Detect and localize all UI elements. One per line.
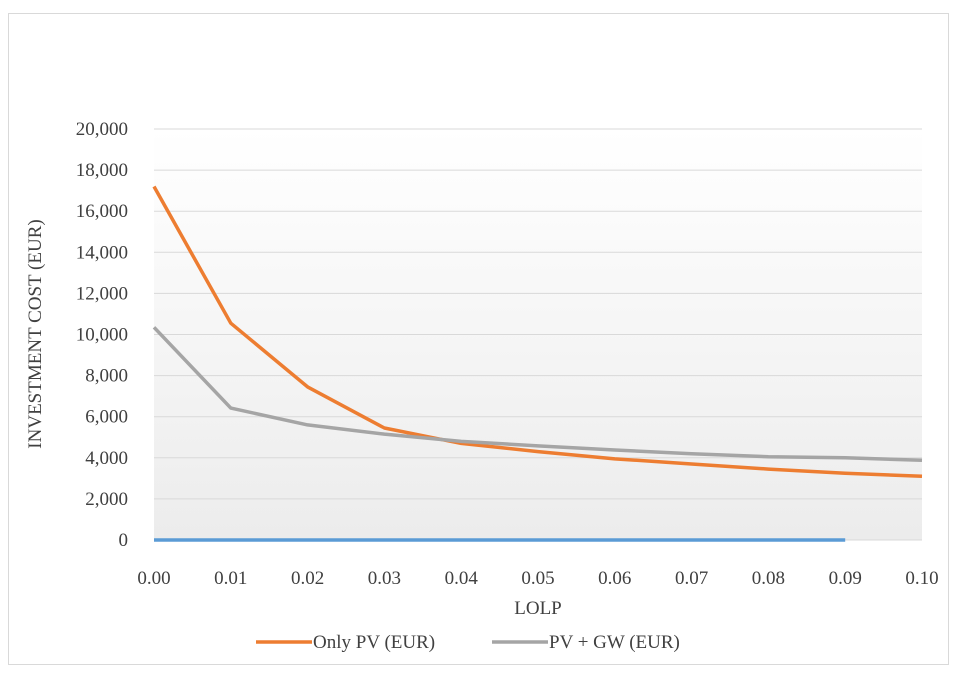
series-line-1 — [152, 185, 923, 479]
x-tick-label: 0.02 — [291, 568, 324, 589]
x-axis-title: LOLP — [514, 598, 562, 619]
legend: Only PV (EUR) PV + GW (EUR) — [256, 632, 680, 653]
series-line-2 — [152, 326, 923, 463]
x-tick-label: 0.00 — [137, 568, 170, 589]
y-tick-label: 16,000 — [76, 201, 128, 222]
y-tick-label: 8,000 — [85, 366, 128, 387]
y-tick-label: 12,000 — [76, 283, 128, 304]
y-tick-label: 10,000 — [76, 325, 128, 346]
y-axis-ticks: 0 2,000 4,000 6,000 8,000 10,000 12,000 14,000 1… — [76, 119, 128, 551]
x-tick-label: 0.07 — [675, 568, 708, 589]
y-tick-label: 6,000 — [85, 407, 128, 428]
x-tick-label: 0.06 — [598, 568, 631, 589]
x-tick-label: 0.08 — [752, 568, 785, 589]
x-tick-label: 0.01 — [214, 568, 247, 589]
y-tick-label: 2,000 — [85, 489, 128, 510]
x-tick-label: 0.09 — [829, 568, 862, 589]
legend-label: PV + GW (EUR) — [549, 632, 680, 653]
x-axis-ticks: 0.00 0.01 0.02 0.03 0.04 0.05 0.06 0.07 0.08 0.09… — [137, 568, 938, 589]
x-tick-label: 0.03 — [368, 568, 401, 589]
x-tick-label: 0.04 — [445, 568, 479, 589]
x-tick-label: 0.05 — [521, 568, 554, 589]
y-tick-label: 14,000 — [76, 242, 128, 263]
y-axis-title: INVESTMENT COST (EUR) — [25, 219, 46, 448]
y-tick-label: 4,000 — [85, 448, 128, 469]
y-tick-label: 20,000 — [76, 119, 128, 140]
series-lines — [152, 185, 923, 542]
y-tick-label: 0 — [119, 530, 129, 551]
legend-label: Only PV (EUR) — [313, 632, 435, 653]
x-tick-label: 0.10 — [905, 568, 938, 589]
y-tick-label: 18,000 — [76, 160, 128, 181]
